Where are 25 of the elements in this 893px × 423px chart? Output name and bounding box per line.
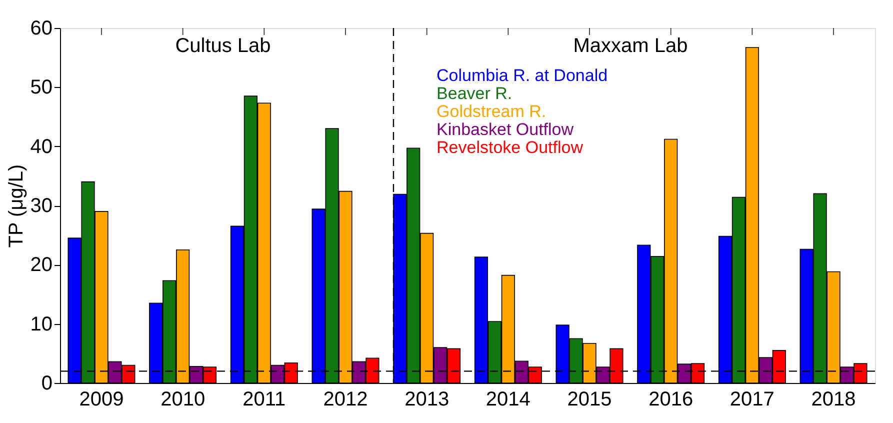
x-tick-label: 2011 (242, 388, 286, 410)
x-tick-label: 2014 (486, 388, 530, 410)
text: Columbia R. at Donald (436, 66, 608, 85)
text: Revelstoke Outflow (436, 138, 584, 157)
x-tick-label: 2013 (404, 388, 450, 410)
x-tick-label: 2012 (323, 388, 368, 410)
y-axis-title: TP (μg/L) (5, 164, 28, 248)
y-tick-label: 10 (30, 313, 52, 336)
annotation: Maxxam Lab (573, 35, 688, 57)
y-tick-label: 30 (30, 195, 52, 217)
x-tick-label: 2009 (79, 388, 124, 410)
x-tick-label: 2018 (811, 388, 856, 410)
x-tick-label: 2017 (730, 388, 774, 410)
text: Kinbasket Outflow (436, 120, 574, 139)
x-tick-label: 2010 (160, 388, 206, 410)
annotation: Cultus Lab (175, 35, 271, 57)
x-tick-label: 2015 (567, 388, 612, 410)
text: Beaver R. (436, 84, 512, 103)
text: Goldstream R. (436, 102, 546, 121)
y-tick-label: 50 (30, 76, 52, 99)
x-tick-label: 2016 (648, 388, 694, 410)
y-tick-label: 40 (30, 136, 52, 158)
y-tick-label: 60 (30, 18, 52, 40)
y-tick-label: 0 (41, 372, 52, 394)
y-tick-label: 20 (30, 254, 52, 276)
